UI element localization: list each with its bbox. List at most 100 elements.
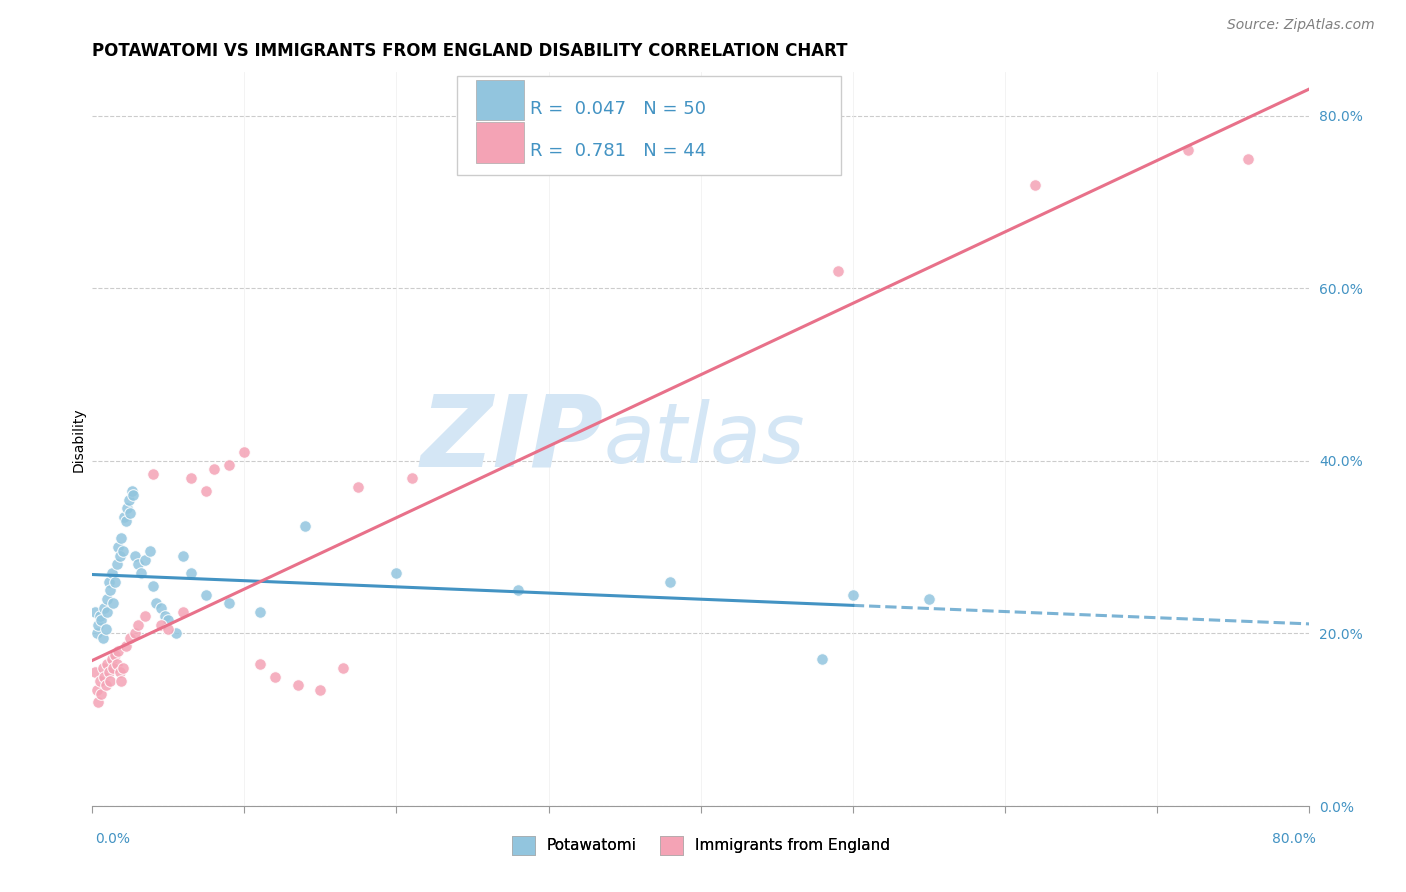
Point: [86, 626, 108, 640]
Point: [97, 574, 120, 589]
Point: [114, 514, 136, 528]
Point: [101, 566, 124, 580]
Point: [87, 696, 110, 710]
Point: [103, 661, 125, 675]
Point: [96, 605, 118, 619]
Point: [287, 678, 309, 692]
Point: [249, 657, 271, 671]
Point: [263, 670, 285, 684]
Point: [105, 657, 128, 671]
Point: [127, 617, 149, 632]
Point: [86, 682, 108, 697]
Point: [90, 614, 112, 628]
Point: [107, 643, 129, 657]
Point: [89, 673, 111, 688]
Text: 0.0%: 0.0%: [96, 832, 131, 846]
Point: [105, 558, 128, 572]
Point: [104, 648, 127, 662]
Point: [118, 492, 141, 507]
Point: [347, 480, 370, 494]
Point: [157, 622, 180, 636]
Point: [100, 583, 122, 598]
Text: POTAWATOMI VS IMMIGRANTS FROM ENGLAND DISABILITY CORRELATION CHART: POTAWATOMI VS IMMIGRANTS FROM ENGLAND DI…: [93, 42, 848, 60]
Point: [111, 544, 134, 558]
Point: [142, 579, 165, 593]
Point: [112, 510, 135, 524]
Text: 80.0%: 80.0%: [1272, 832, 1316, 846]
Point: [332, 661, 354, 675]
Point: [89, 609, 111, 624]
Point: [149, 600, 172, 615]
Point: [218, 596, 240, 610]
FancyBboxPatch shape: [475, 122, 524, 162]
Point: [91, 661, 114, 675]
Point: [134, 553, 156, 567]
Text: R =  0.781   N = 44: R = 0.781 N = 44: [530, 142, 707, 161]
Point: [165, 626, 187, 640]
Text: Source: ZipAtlas.com: Source: ZipAtlas.com: [1227, 18, 1375, 31]
Point: [155, 609, 177, 624]
Point: [139, 544, 162, 558]
Point: [120, 506, 142, 520]
Point: [142, 467, 165, 481]
Point: [401, 471, 423, 485]
Point: [842, 588, 865, 602]
Point: [120, 631, 142, 645]
Point: [110, 673, 132, 688]
Point: [202, 462, 225, 476]
Point: [108, 549, 131, 563]
Point: [110, 532, 132, 546]
Point: [195, 483, 218, 498]
Point: [129, 566, 152, 580]
Text: ZIP: ZIP: [420, 391, 603, 488]
Point: [134, 609, 156, 624]
Point: [508, 583, 530, 598]
Point: [96, 591, 118, 606]
Point: [172, 549, 194, 563]
Point: [84, 665, 107, 680]
Point: [172, 605, 194, 619]
Point: [1237, 152, 1260, 166]
Point: [180, 471, 202, 485]
Legend: Potawatomi, Immigrants from England: Potawatomi, Immigrants from England: [506, 830, 896, 861]
Point: [827, 264, 849, 278]
Point: [659, 574, 682, 589]
Point: [149, 617, 172, 632]
Point: [121, 483, 143, 498]
Point: [249, 605, 271, 619]
Point: [811, 652, 834, 666]
Point: [385, 566, 408, 580]
Point: [180, 566, 202, 580]
Point: [218, 458, 240, 472]
Y-axis label: Disability: Disability: [72, 407, 86, 472]
Point: [91, 631, 114, 645]
Point: [103, 596, 125, 610]
Point: [127, 558, 149, 572]
Point: [100, 673, 122, 688]
Point: [84, 605, 107, 619]
Point: [97, 665, 120, 680]
Text: R =  0.047   N = 50: R = 0.047 N = 50: [530, 100, 706, 118]
Point: [111, 661, 134, 675]
Text: atlas: atlas: [603, 399, 806, 480]
Point: [108, 665, 131, 680]
Point: [145, 596, 167, 610]
Point: [90, 687, 112, 701]
Point: [115, 501, 138, 516]
Point: [94, 622, 117, 636]
Point: [107, 540, 129, 554]
Point: [294, 518, 316, 533]
Point: [1024, 178, 1046, 192]
Point: [114, 640, 136, 654]
Point: [918, 591, 941, 606]
Point: [94, 678, 117, 692]
Point: [122, 488, 145, 502]
Point: [124, 549, 146, 563]
Point: [101, 652, 124, 666]
FancyBboxPatch shape: [475, 79, 524, 120]
Point: [87, 617, 110, 632]
Point: [157, 614, 180, 628]
Point: [195, 588, 218, 602]
Point: [96, 657, 118, 671]
Point: [93, 600, 115, 615]
